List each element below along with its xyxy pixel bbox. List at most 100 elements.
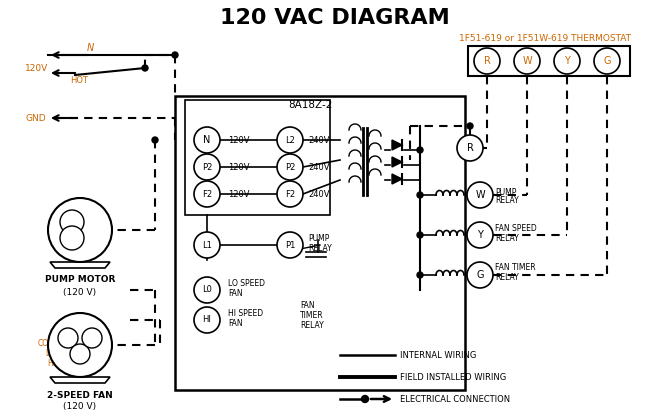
Circle shape (194, 277, 220, 303)
Text: 120V: 120V (25, 64, 48, 72)
Polygon shape (50, 377, 110, 383)
Text: FAN: FAN (228, 318, 243, 328)
Circle shape (48, 313, 112, 377)
FancyBboxPatch shape (185, 100, 330, 215)
Circle shape (362, 396, 368, 403)
Text: LO SPEED: LO SPEED (228, 279, 265, 287)
Text: FAN: FAN (228, 289, 243, 297)
Circle shape (194, 154, 220, 180)
Circle shape (70, 344, 90, 364)
Text: FAN TIMER: FAN TIMER (495, 264, 535, 272)
Circle shape (457, 135, 483, 161)
Text: ELECTRICAL CONNECTION: ELECTRICAL CONNECTION (400, 395, 510, 403)
Circle shape (277, 154, 303, 180)
Text: R: R (466, 143, 474, 153)
Text: RELAY: RELAY (495, 233, 519, 243)
Circle shape (417, 272, 423, 278)
Text: LO: LO (45, 349, 55, 359)
Text: N: N (203, 135, 210, 145)
Text: HOT: HOT (70, 75, 88, 85)
Text: 120V: 120V (228, 163, 249, 171)
Circle shape (277, 181, 303, 207)
Circle shape (277, 232, 303, 258)
Text: PUMP: PUMP (308, 233, 330, 243)
Text: HI: HI (202, 316, 212, 324)
Text: PUMP: PUMP (495, 187, 517, 197)
Text: Y: Y (564, 56, 570, 66)
Text: L0: L0 (202, 285, 212, 295)
Text: INTERNAL WIRING: INTERNAL WIRING (400, 351, 476, 360)
Polygon shape (50, 262, 110, 268)
Circle shape (417, 232, 423, 238)
Text: W: W (475, 190, 485, 200)
Text: FIELD INSTALLED WIRING: FIELD INSTALLED WIRING (400, 372, 507, 382)
Text: L1: L1 (202, 241, 212, 249)
Text: FAN SPEED: FAN SPEED (495, 223, 537, 233)
Text: Y: Y (477, 230, 483, 240)
Text: RELAY: RELAY (308, 243, 332, 253)
Text: F2: F2 (285, 189, 295, 199)
Circle shape (417, 192, 423, 198)
Text: 240V: 240V (308, 135, 330, 145)
Circle shape (467, 222, 493, 248)
Text: RELAY: RELAY (495, 274, 519, 282)
Circle shape (467, 123, 473, 129)
Text: RELAY: RELAY (495, 196, 519, 204)
Text: 240V: 240V (308, 163, 330, 171)
Circle shape (594, 48, 620, 74)
Text: G: G (603, 56, 611, 66)
Text: HI: HI (47, 360, 55, 368)
Text: F2: F2 (202, 189, 212, 199)
Text: (120 V): (120 V) (64, 287, 96, 297)
Text: 1F51-619 or 1F51W-619 THERMOSTAT: 1F51-619 or 1F51W-619 THERMOSTAT (459, 34, 631, 42)
Text: G: G (476, 270, 484, 280)
Text: LO: LO (64, 336, 72, 341)
Text: HI: HI (76, 352, 83, 357)
Circle shape (60, 210, 84, 234)
FancyBboxPatch shape (175, 96, 465, 390)
Circle shape (194, 307, 220, 333)
Circle shape (514, 48, 540, 74)
Polygon shape (392, 174, 402, 184)
Text: P1: P1 (285, 241, 295, 249)
Circle shape (48, 198, 112, 262)
Circle shape (277, 127, 303, 153)
Circle shape (60, 226, 84, 250)
Circle shape (417, 147, 423, 153)
Circle shape (194, 232, 220, 258)
Text: W: W (522, 56, 532, 66)
Circle shape (474, 48, 500, 74)
Text: 120V: 120V (228, 189, 249, 199)
Text: 120 VAC DIAGRAM: 120 VAC DIAGRAM (220, 8, 450, 28)
Circle shape (554, 48, 580, 74)
Text: HI SPEED: HI SPEED (228, 308, 263, 318)
Text: R: R (484, 56, 490, 66)
Text: 120V: 120V (228, 135, 249, 145)
Circle shape (467, 262, 493, 288)
Text: TIMER: TIMER (300, 310, 324, 320)
Text: L2: L2 (285, 135, 295, 145)
Polygon shape (392, 140, 402, 150)
Text: RELAY: RELAY (300, 321, 324, 329)
Polygon shape (392, 157, 402, 167)
Circle shape (194, 127, 220, 153)
Text: GND: GND (25, 114, 46, 122)
Circle shape (194, 181, 220, 207)
Text: P2: P2 (202, 163, 212, 171)
FancyBboxPatch shape (468, 46, 630, 76)
Text: 8A18Z-2: 8A18Z-2 (288, 100, 332, 110)
Text: 240V: 240V (308, 189, 330, 199)
Text: PUMP MOTOR: PUMP MOTOR (45, 276, 115, 285)
Text: P2: P2 (285, 163, 295, 171)
Circle shape (58, 328, 78, 348)
Circle shape (172, 52, 178, 58)
Text: COM: COM (38, 339, 55, 349)
Text: FAN: FAN (300, 300, 315, 310)
Circle shape (82, 328, 102, 348)
Text: N: N (86, 43, 94, 53)
Circle shape (142, 65, 148, 71)
Circle shape (467, 182, 493, 208)
Text: 2-SPEED FAN: 2-SPEED FAN (47, 391, 113, 399)
Circle shape (152, 137, 158, 143)
Text: (120 V): (120 V) (64, 403, 96, 411)
